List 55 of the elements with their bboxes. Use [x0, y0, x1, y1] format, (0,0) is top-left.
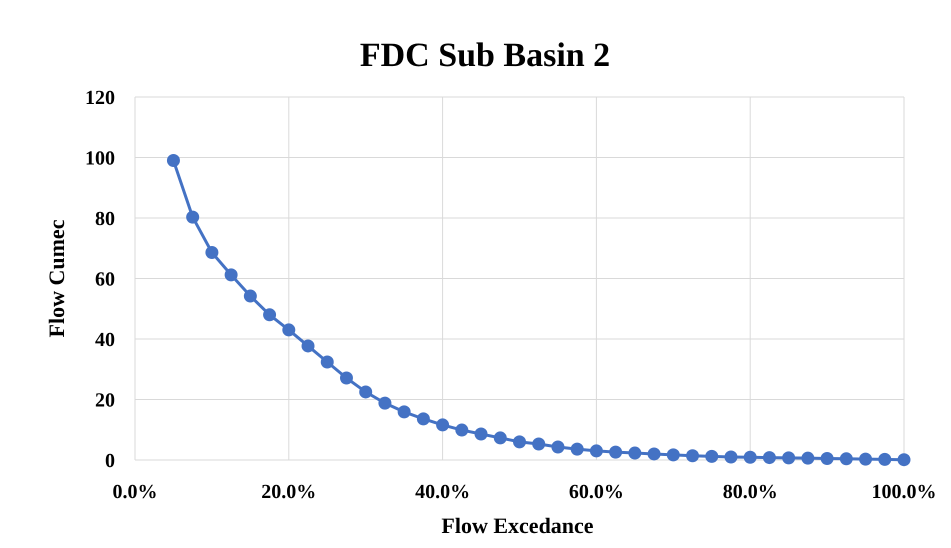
y-axis-title: Flow Cumec — [44, 219, 69, 338]
point — [263, 308, 276, 322]
chart-title: FDC Sub Basin 2 — [360, 37, 610, 74]
point — [820, 452, 834, 465]
point — [378, 396, 392, 410]
x-tick-label: 20.0% — [261, 481, 316, 503]
point — [551, 440, 564, 454]
point — [340, 372, 353, 385]
point — [705, 450, 718, 463]
y-tick-label: 0 — [105, 450, 115, 472]
point — [782, 451, 796, 464]
point — [878, 452, 892, 466]
point — [609, 446, 622, 459]
y-tick-label: 20 — [95, 390, 115, 412]
x-tick-label: 40.0% — [415, 481, 470, 503]
point — [166, 154, 180, 168]
point — [224, 268, 238, 282]
point — [513, 435, 526, 448]
point — [244, 290, 257, 303]
y-tick-label: 60 — [95, 268, 115, 290]
point — [455, 424, 468, 437]
point — [898, 453, 910, 466]
point — [859, 452, 872, 466]
point — [436, 418, 450, 432]
point — [744, 450, 757, 464]
point — [628, 446, 642, 460]
y-tick-label: 80 — [95, 208, 115, 230]
point — [205, 246, 218, 259]
point — [762, 451, 776, 464]
point — [398, 405, 411, 418]
point — [801, 452, 814, 465]
y-tick-label: 40 — [95, 329, 115, 351]
point — [359, 385, 372, 398]
x-axis-title: Flow Excedance — [441, 513, 594, 538]
point — [590, 444, 603, 458]
point — [474, 427, 488, 440]
x-tick-label: 100.0% — [872, 481, 936, 503]
point — [648, 447, 661, 460]
point — [186, 210, 200, 224]
y-tick-label: 100 — [85, 148, 115, 170]
point — [282, 323, 296, 336]
x-tick-label: 60.0% — [568, 481, 624, 503]
point — [532, 437, 546, 450]
point — [686, 449, 700, 462]
y-tick-label: 120 — [85, 87, 115, 109]
point — [666, 448, 680, 462]
point — [416, 412, 430, 426]
point — [494, 431, 507, 444]
point — [570, 442, 584, 456]
point — [302, 339, 315, 352]
point — [840, 452, 853, 466]
point — [320, 355, 334, 368]
point — [724, 450, 738, 464]
x-tick-label: 0.0% — [112, 481, 158, 503]
x-tick-label: 80.0% — [722, 481, 778, 503]
